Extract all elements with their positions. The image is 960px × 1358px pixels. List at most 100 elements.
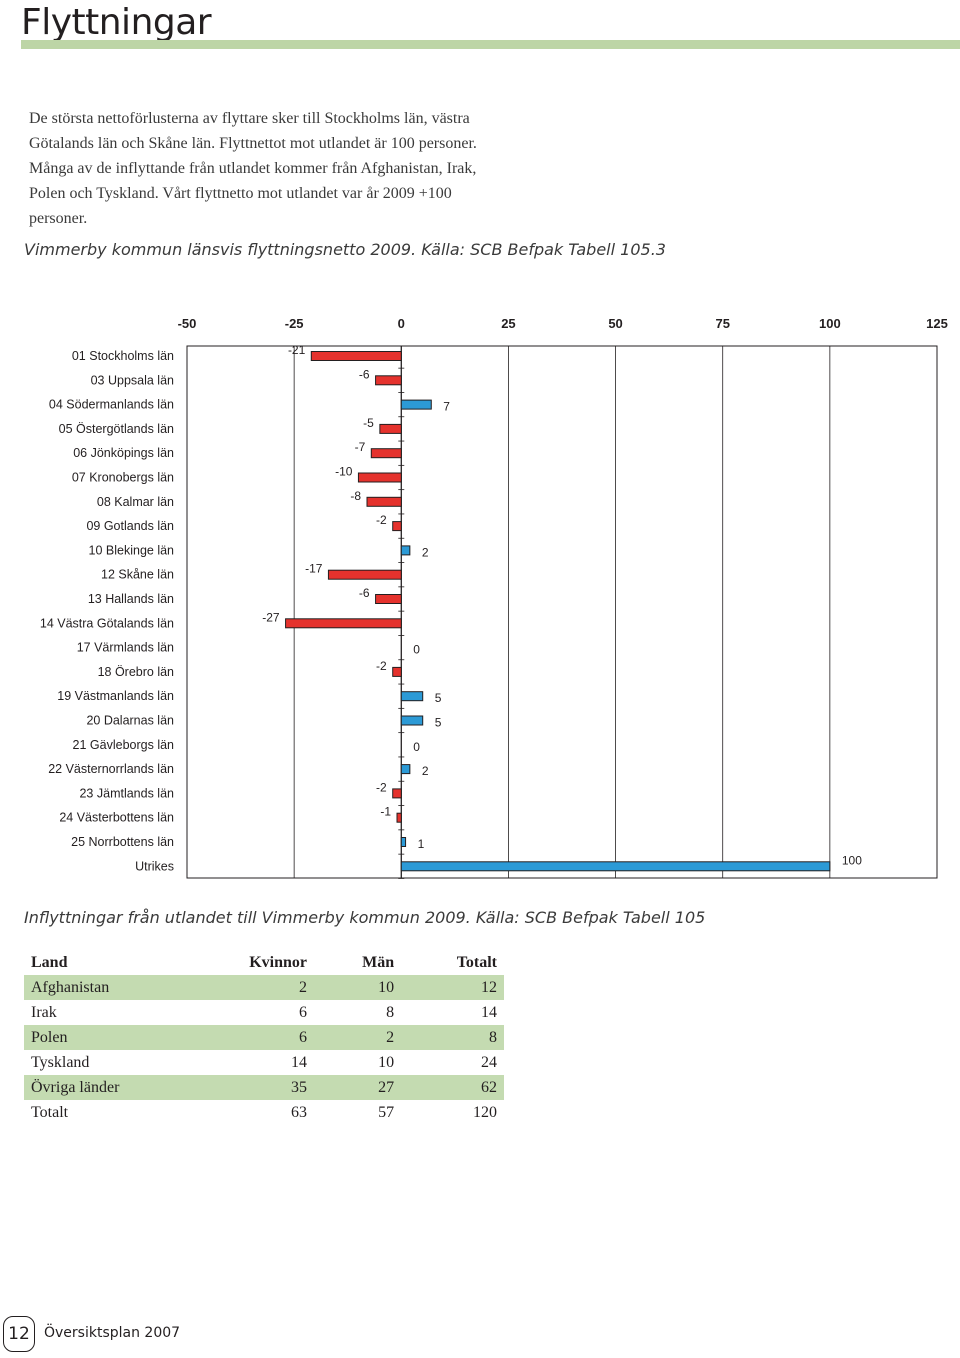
cell-total: 12 (401, 975, 504, 1000)
table-caption: Inflyttningar från utlandet till Vimmerb… (24, 908, 706, 927)
x-tick-label: 125 (926, 316, 948, 331)
bar (310, 351, 402, 361)
table-row: Afghanistan 2 10 12 (24, 975, 504, 1000)
table-row: Irak 6 8 14 (24, 1000, 504, 1025)
category-label: 14 Västra Götalands län (40, 616, 174, 630)
header-man: Män (362, 953, 395, 971)
x-tick-label: 75 (715, 316, 729, 331)
bar (392, 666, 402, 677)
category-label: 21 Gävleborgs län (73, 738, 175, 752)
cell-total: 8 (401, 1025, 504, 1050)
category-label: 20 Dalarnas län (86, 714, 174, 728)
intro-paragraph: De största nettoförlusterna av flyttare … (29, 110, 477, 227)
category-label: 10 Blekinge län (89, 543, 175, 557)
cell-women: 6 (298, 1003, 307, 1021)
cell-country: Tyskland (31, 1053, 90, 1071)
category-label: 17 Värmlands län (77, 641, 174, 655)
data-label: -5 (363, 416, 374, 430)
cell-country: Polen (24, 1025, 178, 1050)
cell-country: Övriga länder (24, 1075, 178, 1100)
category-label: 25 Norrbottens län (71, 835, 174, 849)
data-label: -2 (376, 659, 387, 673)
bar (400, 861, 831, 872)
cell-total: 62 (401, 1075, 504, 1100)
data-label: -8 (350, 489, 361, 503)
header-kvinnor: Kvinnor (249, 953, 307, 971)
cell-men: 10 (313, 975, 402, 1000)
category-label: 12 Skåne län (101, 568, 174, 582)
category-label: 24 Västerbottens län (59, 811, 174, 825)
bar (392, 788, 402, 799)
bar (366, 496, 402, 507)
bar (285, 618, 402, 629)
data-label: -21 (288, 343, 306, 357)
category-label: 18 Örebro län (98, 665, 174, 679)
x-tick-label: 50 (608, 316, 622, 331)
bar (357, 472, 402, 483)
category-label: 05 Östergötlands län (59, 422, 174, 436)
bar (327, 569, 402, 580)
cell-women: 14 (290, 1053, 307, 1071)
cell-men: 27 (313, 1075, 402, 1100)
category-label: 07 Kronobergs län (72, 471, 174, 485)
x-tick-label: 0 (398, 316, 405, 331)
cell-women: 63 (290, 1103, 307, 1121)
bar (392, 521, 402, 532)
category-label: 23 Jämtlands län (79, 786, 174, 800)
data-label: -6 (359, 367, 370, 381)
table-row: Totalt 63 57 120 (24, 1100, 504, 1125)
category-label: 08 Kalmar län (97, 495, 174, 509)
page-number: 12 (8, 1324, 30, 1344)
data-label: -1 (380, 805, 391, 819)
category-label: 09 Gotlands län (86, 519, 174, 533)
data-label: -2 (376, 780, 387, 794)
x-tick-label: 25 (501, 316, 515, 331)
category-label: 04 Södermanlands län (49, 398, 174, 412)
cell-total: 120 (473, 1103, 497, 1121)
category-label: 13 Hallands län (88, 592, 174, 606)
data-label: -6 (359, 586, 370, 600)
data-label: -27 (262, 610, 280, 624)
bar (400, 545, 411, 556)
bar (400, 399, 432, 410)
x-tick-label: -25 (285, 316, 304, 331)
data-label: 0 (413, 740, 420, 754)
bar (396, 812, 402, 823)
bar (400, 764, 411, 775)
title-rule (21, 40, 960, 49)
data-label: 2 (422, 764, 429, 778)
table-row: Tyskland 14 10 24 (24, 1050, 504, 1075)
cell-country: Totalt (31, 1103, 69, 1121)
data-label: 2 (422, 545, 429, 559)
data-label: -17 (305, 562, 323, 576)
page-title: Flyttningar (21, 2, 212, 43)
data-label: -10 (335, 465, 353, 479)
data-label: 7 (443, 400, 450, 414)
cell-men: 8 (386, 1003, 395, 1021)
cell-country: Afghanistan (24, 975, 178, 1000)
cell-country: Irak (31, 1003, 57, 1021)
data-label: 100 (842, 853, 862, 867)
category-label: 22 Västernorrlands län (48, 762, 174, 776)
footer-doc-title: Översiktsplan 2007 (44, 1325, 181, 1341)
cell-men: 10 (378, 1053, 395, 1071)
table-header-row: Land Kvinnor Män Totalt (24, 950, 504, 975)
bar (375, 375, 402, 386)
cell-men: 57 (378, 1103, 395, 1121)
header-land: Land (31, 953, 68, 971)
chart-caption: Vimmerby kommun länsvis flyttningsnetto … (24, 240, 666, 259)
bar (400, 691, 424, 702)
bar (400, 837, 407, 847)
page-number-badge: 12 (3, 1316, 35, 1352)
table-row: Polen 6 2 8 (24, 1025, 504, 1050)
category-label: 19 Västmanlands län (57, 689, 174, 703)
data-label: -2 (376, 513, 387, 527)
category-label: 03 Uppsala län (91, 373, 174, 387)
category-label: 01 Stockholms län (72, 349, 174, 363)
cell-women: 6 (178, 1025, 314, 1050)
data-label: 1 (418, 837, 425, 851)
header-totalt: Totalt (456, 953, 497, 971)
cell-women: 2 (178, 975, 314, 1000)
bar (379, 423, 402, 434)
